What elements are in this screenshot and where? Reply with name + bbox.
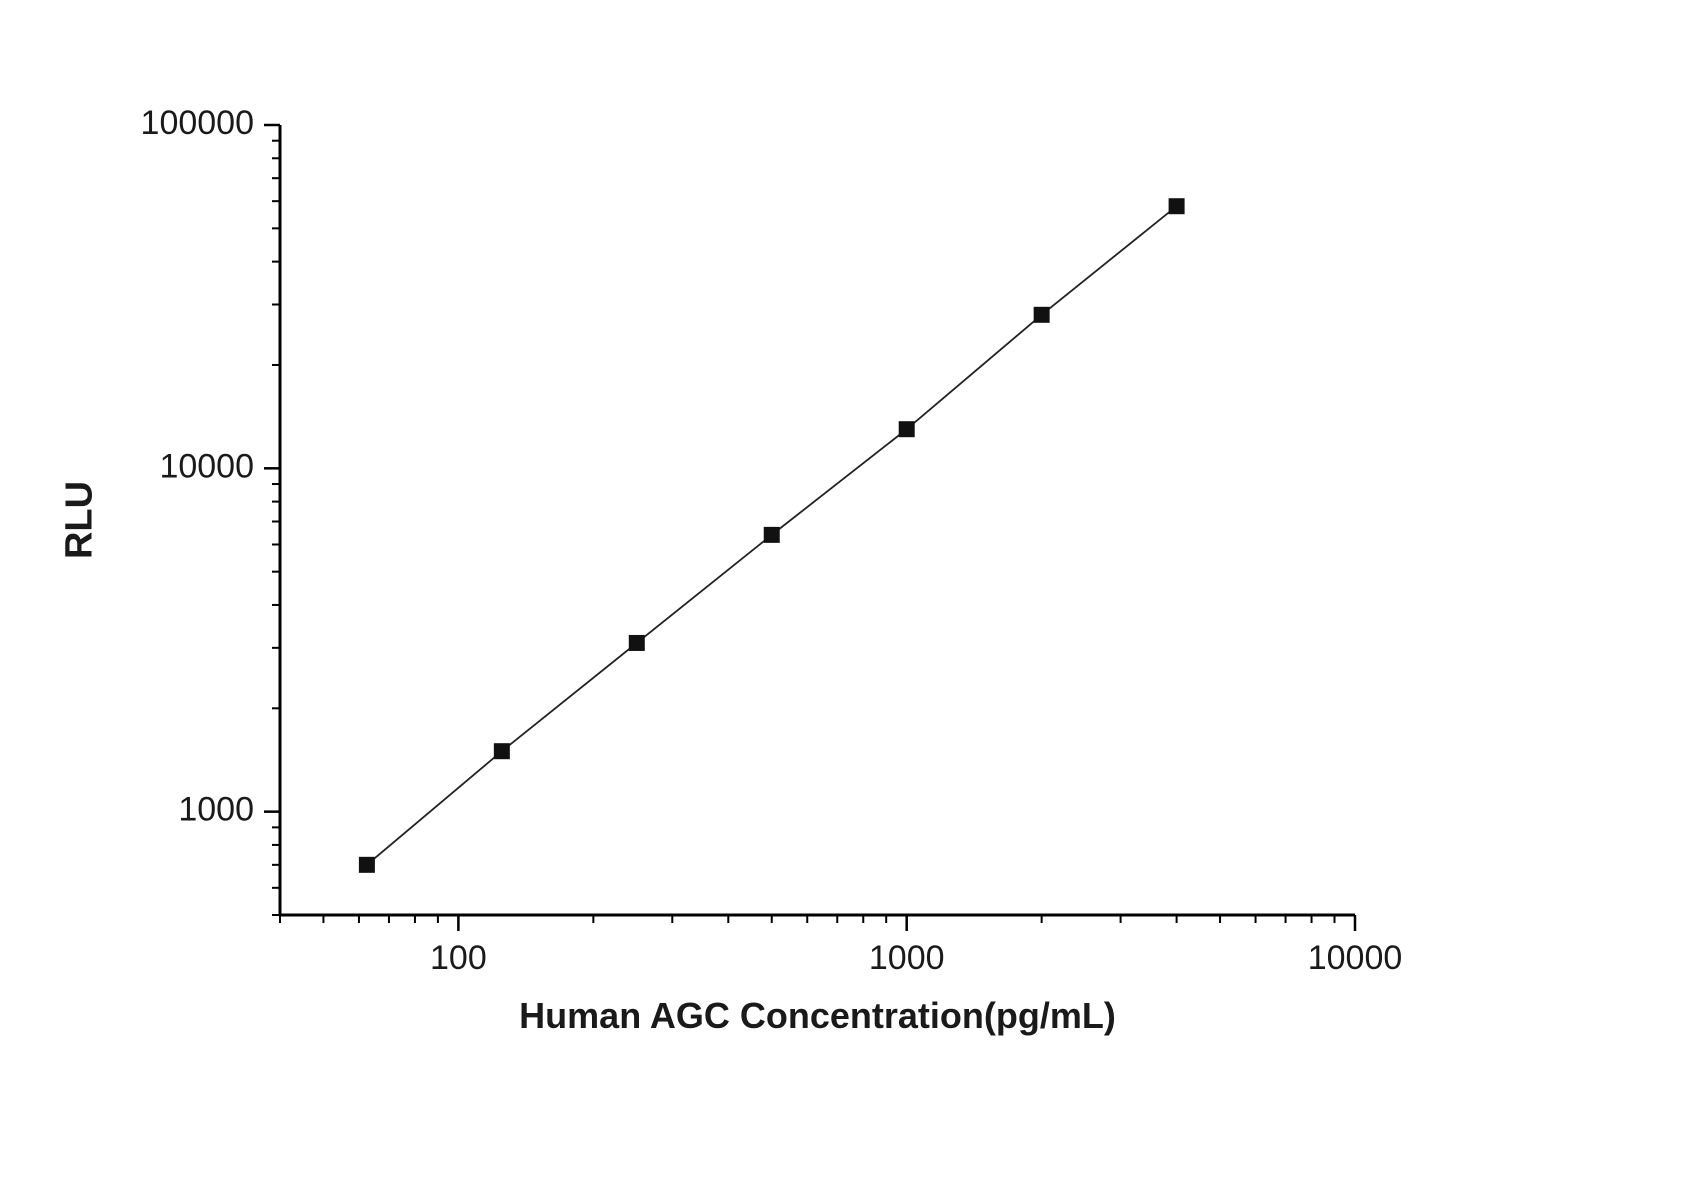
- y-tick-label: 10000: [159, 447, 254, 485]
- x-tick-label: 1000: [869, 939, 945, 977]
- y-tick-label: 1000: [178, 791, 254, 829]
- data-point-marker: [628, 634, 645, 651]
- y-axis-title: RLU: [58, 480, 101, 560]
- x-tick-label: 10000: [1308, 939, 1403, 977]
- data-point-marker: [763, 526, 780, 543]
- data-point-marker: [1033, 306, 1050, 323]
- data-point-marker: [898, 421, 915, 438]
- x-axis-title: Human AGC Concentration(pg/mL): [519, 995, 1116, 1036]
- x-tick-label: 100: [430, 939, 487, 977]
- data-point-marker: [1168, 198, 1185, 215]
- data-point-marker: [358, 856, 375, 873]
- data-point-marker: [493, 743, 510, 760]
- y-tick-label: 100000: [141, 104, 254, 142]
